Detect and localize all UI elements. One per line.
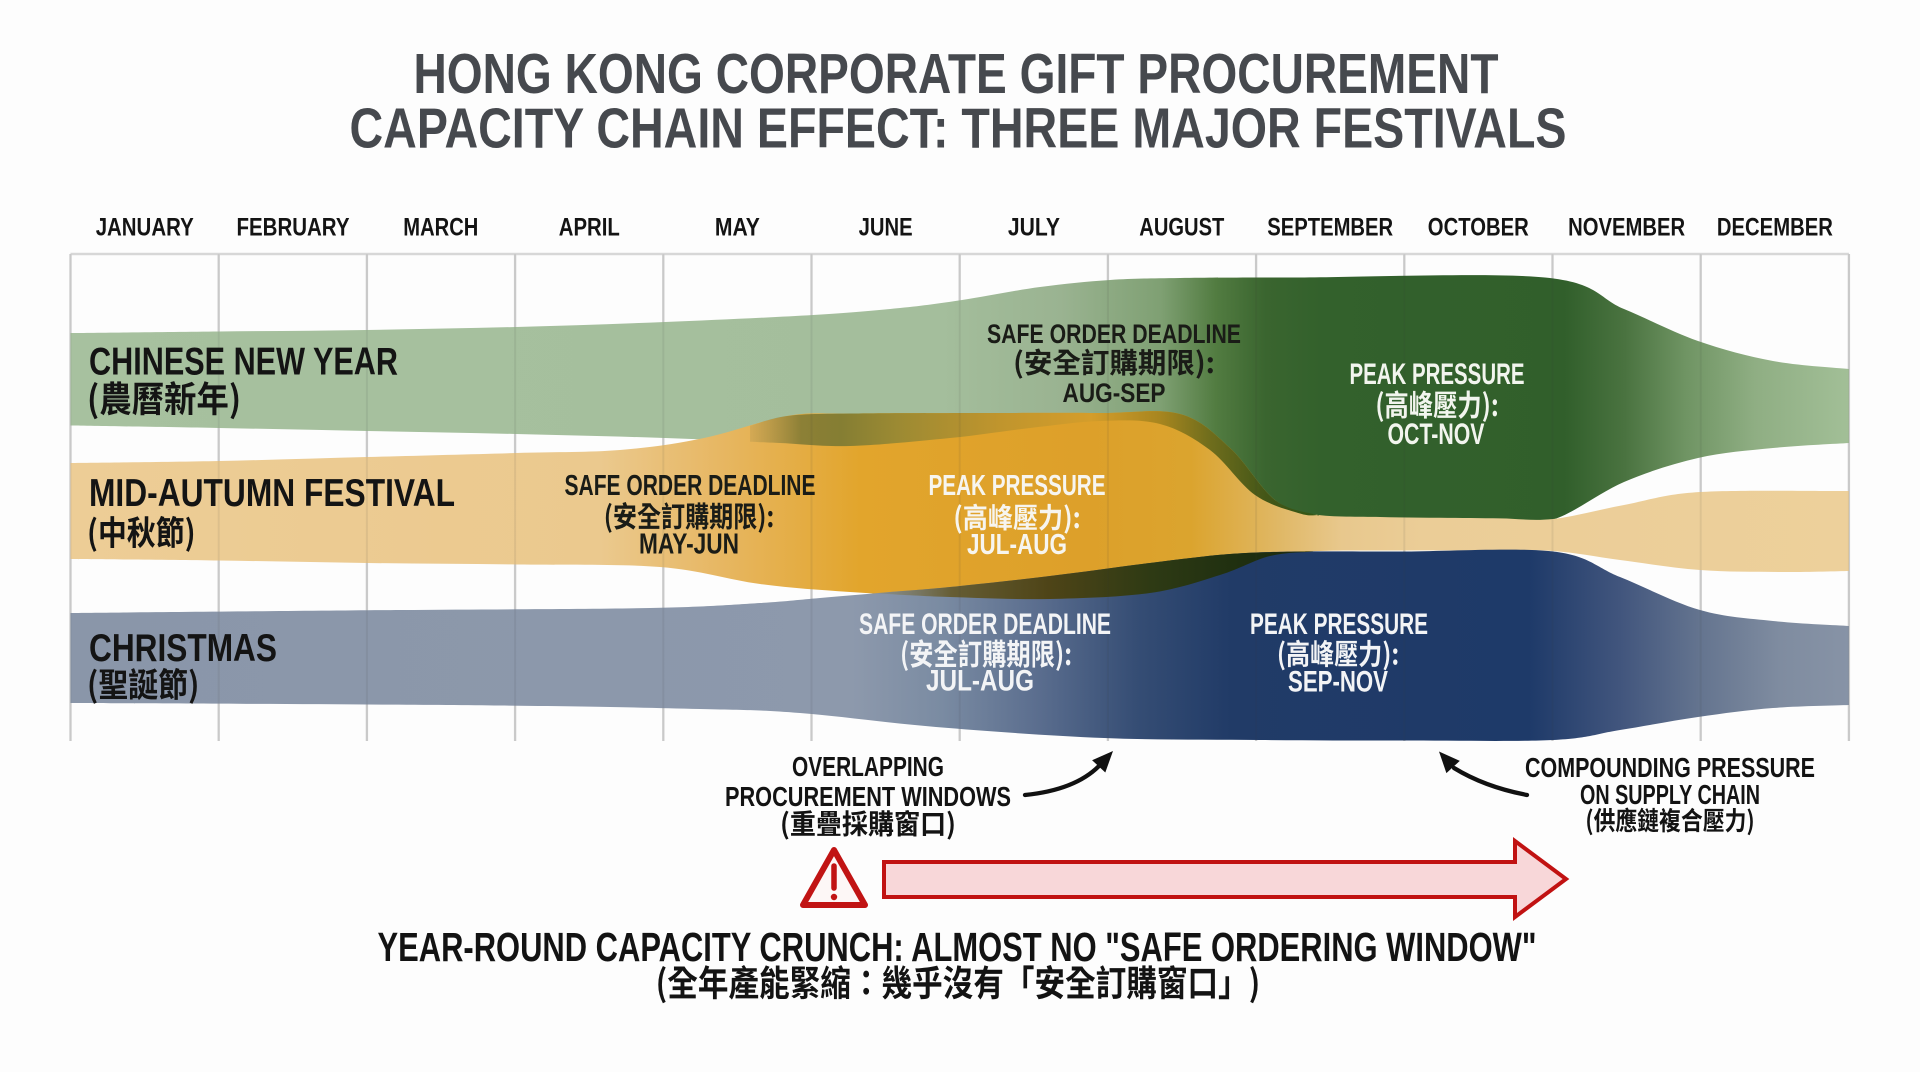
svg-text:OCT-NOV: OCT-NOV [1388, 418, 1485, 451]
svg-text:JULY: JULY [1008, 214, 1060, 242]
svg-text:OVERLAPPING: OVERLAPPING [792, 751, 944, 782]
svg-text:DECEMBER: DECEMBER [1717, 214, 1833, 242]
svg-text:SEP-NOV: SEP-NOV [1288, 666, 1388, 699]
svg-text:ON SUPPLY CHAIN: ON SUPPLY CHAIN [1580, 779, 1760, 810]
svg-text:AUGUST: AUGUST [1139, 214, 1224, 242]
svg-text:MID-AUTUMN FESTIVAL: MID-AUTUMN FESTIVAL [89, 472, 455, 515]
svg-text:JUNE: JUNE [859, 214, 913, 242]
svg-text:PEAK PRESSURE: PEAK PRESSURE [1350, 358, 1525, 391]
svg-text:SEPTEMBER: SEPTEMBER [1267, 214, 1393, 242]
svg-text:NOVEMBER: NOVEMBER [1568, 214, 1685, 242]
svg-text:CHINESE NEW YEAR: CHINESE NEW YEAR [89, 341, 398, 384]
svg-text:CHRISTMAS: CHRISTMAS [89, 627, 277, 670]
svg-text:COMPOUNDING PRESSURE: COMPOUNDING PRESSURE [1525, 752, 1815, 783]
svg-text:CAPACITY CHAIN EFFECT: THREE M: CAPACITY CHAIN EFFECT: THREE MAJOR FESTI… [350, 97, 1567, 161]
svg-text:APRIL: APRIL [559, 214, 620, 242]
svg-text:JUL-AUG: JUL-AUG [926, 665, 1034, 698]
svg-text:PROCUREMENT WINDOWS: PROCUREMENT WINDOWS [725, 781, 1011, 812]
svg-text:JANUARY: JANUARY [96, 214, 194, 242]
svg-text:MAY-JUN: MAY-JUN [639, 529, 739, 561]
svg-text:OCTOBER: OCTOBER [1428, 214, 1529, 242]
svg-text:SAFE ORDER DEADLINE: SAFE ORDER DEADLINE [565, 470, 816, 502]
svg-text:YEAR-ROUND CAPACITY CRUNCH: AL: YEAR-ROUND CAPACITY CRUNCH: ALMOST NO "S… [378, 924, 1537, 970]
svg-text:MAY: MAY [715, 214, 760, 242]
svg-text:HONG KONG CORPORATE GIFT PROCU: HONG KONG CORPORATE GIFT PROCUREMENT [414, 42, 1499, 106]
svg-text:AUG-SEP: AUG-SEP [1063, 378, 1166, 408]
svg-text:PEAK PRESSURE: PEAK PRESSURE [1250, 608, 1428, 641]
svg-text:SAFE ORDER DEADLINE: SAFE ORDER DEADLINE [859, 608, 1111, 641]
svg-text:SAFE ORDER DEADLINE: SAFE ORDER DEADLINE [987, 319, 1241, 349]
svg-text:FEBRUARY: FEBRUARY [237, 214, 350, 242]
svg-text:JUL-AUG: JUL-AUG [967, 529, 1067, 561]
svg-text:PEAK PRESSURE: PEAK PRESSURE [929, 470, 1106, 502]
svg-text:MARCH: MARCH [403, 214, 478, 242]
